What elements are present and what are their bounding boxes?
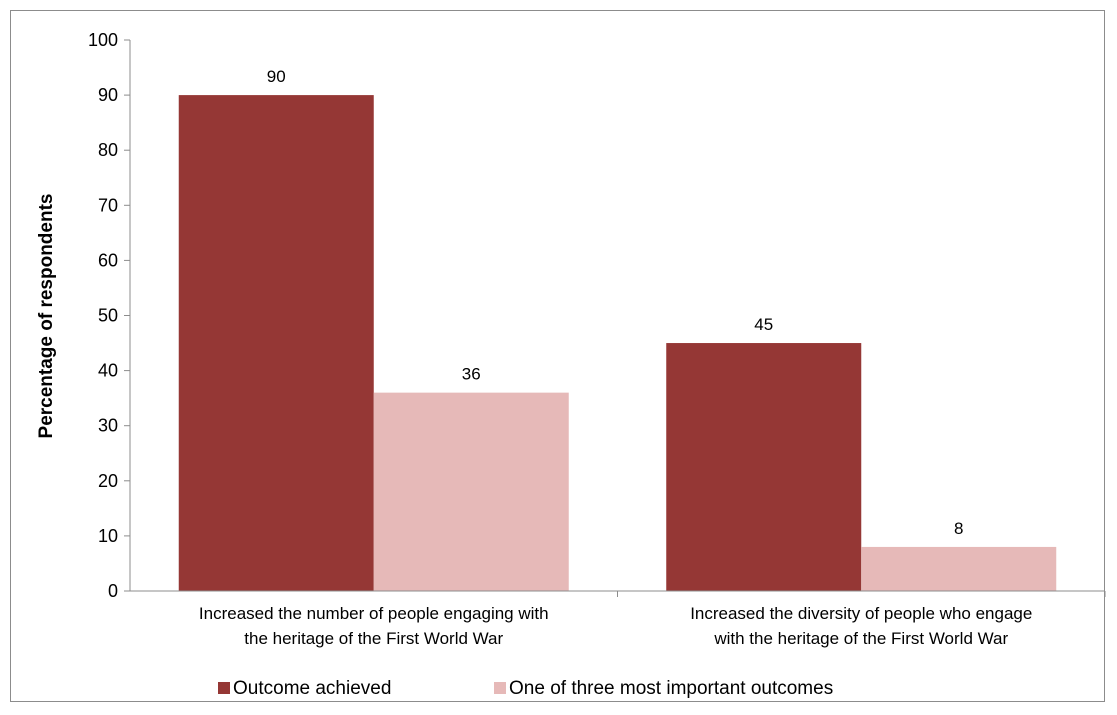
bars (178, 95, 1057, 591)
y-tick-label: 30 (98, 416, 118, 436)
data-labels: 90 36 45 8 (267, 67, 964, 538)
legend-label: Outcome achieved (233, 678, 391, 699)
legend-item: Outcome achieved (218, 678, 391, 699)
data-label: 36 (462, 365, 481, 384)
bar (666, 343, 862, 591)
y-tick-label: 80 (98, 140, 118, 160)
x-category-label: with the heritage of the First World War (713, 629, 1008, 648)
x-axis: Increased the number of people engaging … (130, 590, 1106, 648)
y-tick-label: 20 (98, 471, 118, 491)
y-tick-label: 100 (88, 30, 118, 50)
y-tick-label: 10 (98, 526, 118, 546)
x-category-label: the heritage of the First World War (244, 629, 503, 648)
legend-label: One of three most important outcomes (509, 678, 833, 699)
legend: Outcome achieved One of three most import… (218, 678, 833, 699)
y-tick-label: 60 (98, 250, 118, 270)
bar (178, 95, 374, 591)
legend-item: One of three most important outcomes (494, 678, 833, 699)
y-tick-label: 50 (98, 306, 118, 326)
bar (373, 392, 569, 591)
bar (861, 546, 1057, 591)
x-category-label: Increased the diversity of people who en… (690, 604, 1032, 623)
y-tick-label: 40 (98, 361, 118, 381)
y-axis: 0 10 20 30 40 50 60 70 80 90 100 (88, 30, 131, 601)
y-axis-title: Percentage of respondents (36, 194, 57, 439)
data-label: 90 (267, 67, 286, 86)
y-tick-label: 70 (98, 195, 118, 215)
y-tick-label: 0 (108, 581, 118, 601)
legend-swatch (218, 682, 230, 694)
legend-swatch (494, 682, 506, 694)
data-label: 45 (754, 315, 773, 334)
x-category-label: Increased the number of people engaging … (199, 604, 549, 623)
data-label: 8 (954, 519, 963, 538)
y-tick-label: 90 (98, 85, 118, 105)
